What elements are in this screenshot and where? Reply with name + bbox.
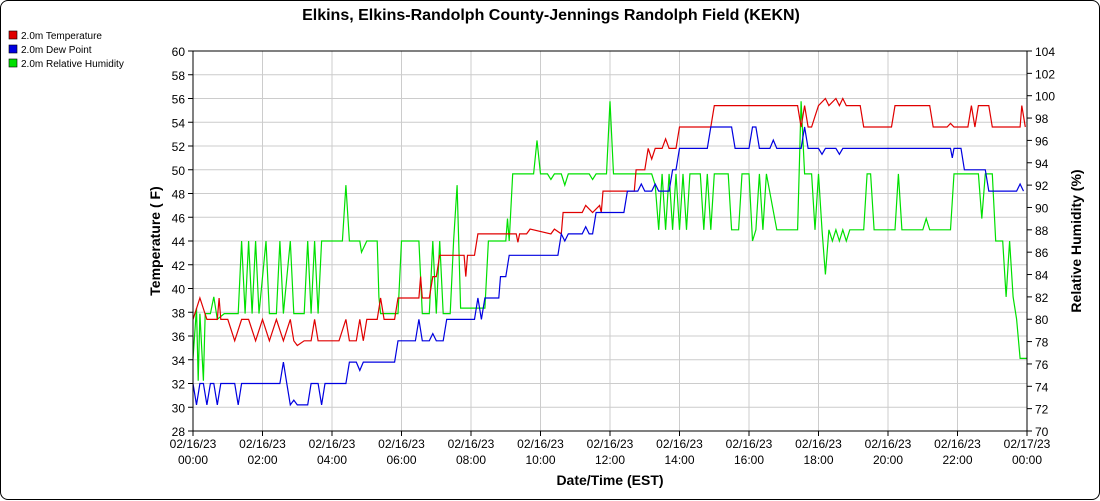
- chart-title: Elkins, Elkins-Randolph County-Jennings …: [302, 7, 800, 24]
- legend-label: 2.0m Dew Point: [21, 45, 92, 56]
- x-tick-time-label: 08:00: [456, 453, 486, 467]
- y-right-tick-label: 98: [1035, 112, 1049, 126]
- legend: 2.0m Temperature 2.0m Dew Point 2.0m Relat…: [8, 30, 124, 70]
- x-tick-date-label: 02/16/23: [378, 437, 425, 451]
- y-right-tick-label: 104: [1035, 45, 1055, 59]
- x-tick-date-label: 02/16/23: [726, 437, 773, 451]
- y-axis-left-title: Temperature ( F): [147, 186, 163, 295]
- y-right-tick-label: 72: [1035, 403, 1049, 417]
- x-tick-date-label: 02/16/23: [865, 437, 912, 451]
- x-tick-date-label: 02/16/23: [587, 437, 634, 451]
- y-right-tick-label: 94: [1035, 157, 1049, 171]
- legend-swatch: [8, 30, 18, 40]
- x-tick-time-label: 18:00: [803, 453, 833, 467]
- x-tick-date-label: 02/16/23: [448, 437, 495, 451]
- series-line-2-0m-relative-humidity: [193, 101, 1027, 381]
- y-right-tick-label: 80: [1035, 313, 1049, 327]
- y-right-tick-label: 90: [1035, 201, 1049, 215]
- y-right-tick-label: 82: [1035, 291, 1049, 305]
- series-line-2-0m-temperature: [193, 97, 1026, 347]
- right-axis: 70 72 74 76 78 80 82 84 86 88 90 92 94 96 98 100 102 104: [1027, 45, 1055, 439]
- x-tick-date-label: 02/16/23: [239, 437, 286, 451]
- x-tick-date-label: 02/16/23: [517, 437, 564, 451]
- y-left-tick-label: 52: [172, 140, 186, 154]
- x-tick-time-label: 16:00: [734, 453, 764, 467]
- x-tick-time-label: 04:00: [317, 453, 347, 467]
- y-right-tick-label: 92: [1035, 179, 1049, 193]
- y-left-tick-label: 46: [172, 211, 186, 225]
- y-right-tick-label: 70: [1035, 425, 1049, 439]
- legend-label: 2.0m Relative Humidity: [21, 59, 124, 70]
- x-tick-date-label: 02/16/23: [934, 437, 981, 451]
- y-left-tick-label: 58: [172, 69, 186, 83]
- series-line-2-0m-dew-point: [193, 126, 1025, 407]
- left-axis: 28 30 32 34 36 38 40 42 44 46 48 50 52 54 56 58 60: [172, 45, 193, 439]
- x-tick-date-label: 02/16/23: [170, 437, 217, 451]
- y-left-tick-label: 50: [172, 164, 186, 178]
- x-tick-time-label: 10:00: [525, 453, 555, 467]
- y-left-tick-label: 48: [172, 188, 186, 202]
- x-tick-time-label: 02:00: [247, 453, 277, 467]
- y-left-tick-label: 60: [172, 45, 186, 59]
- x-tick-date-label: 02/16/23: [795, 437, 842, 451]
- x-tick-date-label: 02/17/23: [1004, 437, 1051, 451]
- y-left-tick-label: 32: [172, 378, 186, 392]
- y-right-tick-label: 84: [1035, 269, 1049, 283]
- y-right-tick-label: 102: [1035, 67, 1055, 81]
- y-right-tick-label: 100: [1035, 90, 1055, 104]
- y-left-tick-label: 40: [172, 283, 186, 297]
- x-tick-date-label: 02/16/23: [656, 437, 703, 451]
- y-right-tick-label: 88: [1035, 224, 1049, 238]
- y-left-tick-label: 42: [172, 259, 186, 273]
- x-tick-time-label: 06:00: [386, 453, 416, 467]
- x-tick-time-label: 20:00: [873, 453, 903, 467]
- legend-swatch: [8, 58, 18, 68]
- y-right-tick-label: 78: [1035, 336, 1049, 350]
- y-axis-right-title: Relative Humidity (%): [1068, 169, 1084, 312]
- y-right-tick-label: 96: [1035, 134, 1049, 148]
- x-tick-time-label: 12:00: [595, 453, 625, 467]
- y-right-tick-label: 74: [1035, 380, 1049, 394]
- x-tick-time-label: 22:00: [942, 453, 972, 467]
- legend-swatch: [8, 44, 18, 54]
- y-right-tick-label: 76: [1035, 358, 1049, 372]
- y-left-tick-label: 36: [172, 330, 186, 344]
- y-left-tick-label: 28: [172, 425, 186, 439]
- x-axis-title: Date/Time (EST): [556, 472, 663, 488]
- y-left-tick-label: 38: [172, 306, 186, 320]
- y-left-tick-label: 54: [172, 116, 186, 130]
- series-layer: [193, 97, 1027, 407]
- x-tick-time-label: 00:00: [1012, 453, 1042, 467]
- legend-label: 2.0m Temperature: [21, 31, 102, 42]
- y-left-tick-label: 30: [172, 401, 186, 415]
- y-left-tick-label: 56: [172, 93, 186, 107]
- x-axis: 02/16/23 00:00 02/16/23 02:00 02/16/23 04:00 0…: [170, 431, 1051, 467]
- x-tick-time-label: 00:00: [178, 453, 208, 467]
- y-left-tick-label: 44: [172, 235, 186, 249]
- x-tick-time-label: 14:00: [664, 453, 694, 467]
- x-tick-date-label: 02/16/23: [309, 437, 356, 451]
- y-right-tick-label: 86: [1035, 246, 1049, 260]
- y-left-tick-label: 34: [172, 354, 186, 368]
